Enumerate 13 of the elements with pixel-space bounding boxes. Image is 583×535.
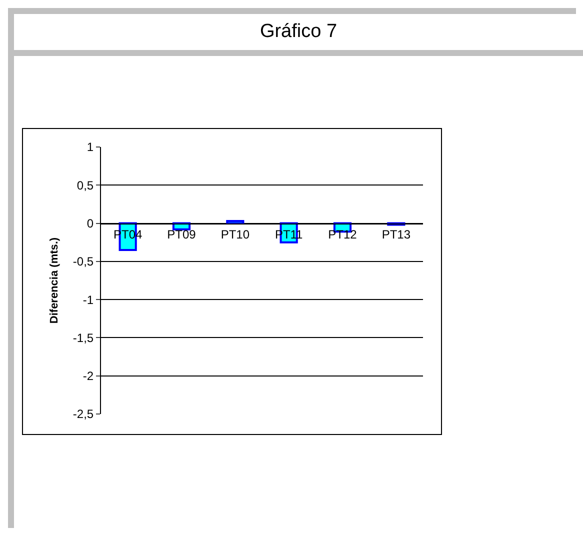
y-axis-title: Diferencia (mts.) [48,237,61,324]
y-tick-label: -1 [82,292,94,307]
y-tick-label: -2,5 [72,407,94,422]
x-tick-label: PT10 [220,228,250,242]
y-tick-label: -1,5 [72,330,94,345]
x-tick-label: PT13 [382,228,411,242]
y-tick-label: 0 [86,216,94,230]
x-tick-label: PT09 [167,228,196,242]
y-tick-label: 1 [86,140,94,154]
y-tick-label: 0,5 [76,178,94,192]
y-tick-label: -0,5 [72,254,94,269]
chart-title: Gráfico 7 [14,14,583,56]
y-tick-label: -2 [82,369,94,384]
